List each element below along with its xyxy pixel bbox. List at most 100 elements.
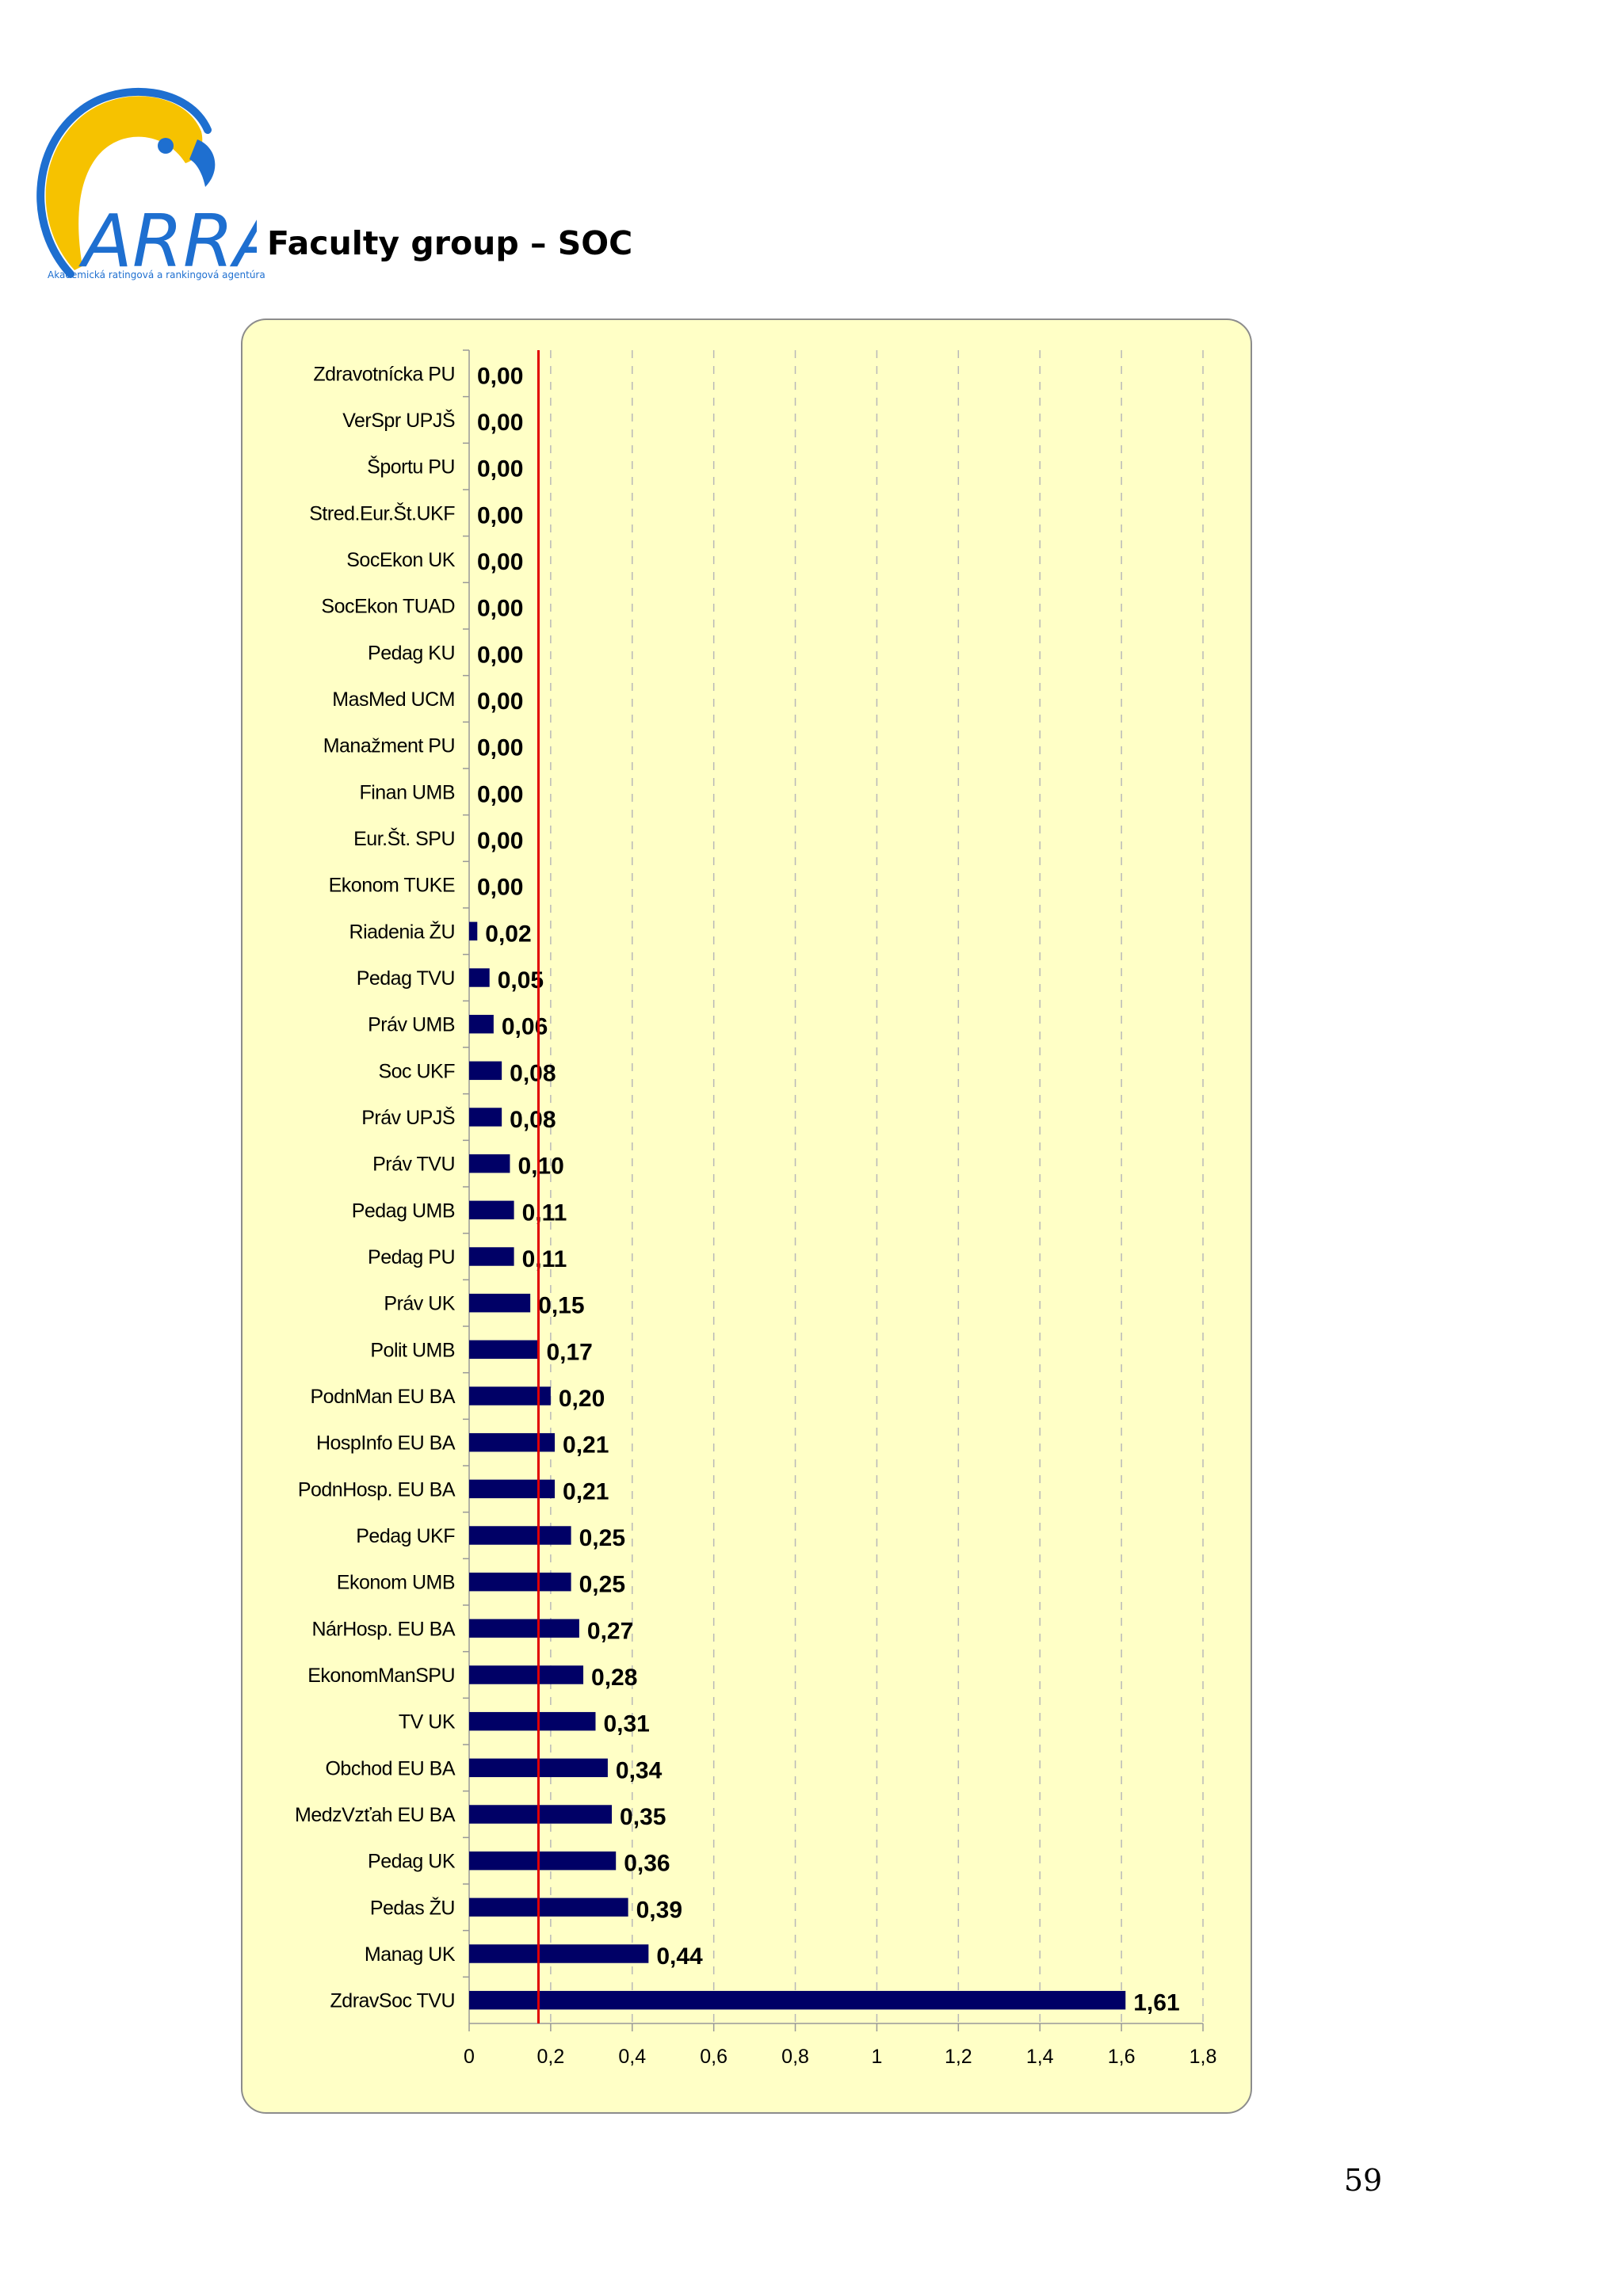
- category-label: Práv UPJŠ: [361, 1106, 455, 1129]
- logo-bird-beak: [189, 139, 216, 187]
- value-label: 0,20: [559, 1386, 605, 1412]
- bar: [469, 1108, 502, 1127]
- category-label: Pedag PU: [368, 1246, 455, 1268]
- bar: [469, 1665, 584, 1684]
- category-label: Polit UMB: [370, 1339, 455, 1361]
- value-label: 0,05: [498, 967, 544, 994]
- category-labels: Zdravotnícka PU VerSpr UPJŠ Športu PU Stred…: [295, 363, 456, 2012]
- value-label: 1,61: [1133, 1990, 1179, 2016]
- value-label: 0,08: [510, 1060, 556, 1086]
- category-label: Zdravotnícka PU: [313, 363, 455, 385]
- value-label: 0,34: [616, 1757, 663, 1783]
- value-label: 0,00: [477, 828, 523, 854]
- category-label: VerSpr UPJŠ: [342, 409, 455, 432]
- category-label: SocEkon TUAD: [321, 596, 455, 618]
- bar: [469, 968, 490, 987]
- value-label: 0,11: [522, 1199, 567, 1226]
- value-label: 0,17: [546, 1339, 592, 1365]
- category-label: Ekonom TUKE: [329, 875, 455, 897]
- x-tick-label: 0,2: [537, 2046, 565, 2068]
- value-label: 0,02: [485, 921, 531, 947]
- page-number: 59: [1343, 2163, 1383, 2198]
- value-label: 0,31: [603, 1711, 649, 1737]
- bar: [469, 921, 478, 941]
- category-label: NárHosp. EU BA: [311, 1618, 455, 1640]
- bar: [469, 1572, 571, 1592]
- x-tick-label: 1,8: [1190, 2046, 1217, 2068]
- category-label: EkonomManSPU: [307, 1665, 455, 1687]
- value-label: 0,00: [477, 456, 523, 482]
- x-tick-label: 0: [464, 2046, 475, 2068]
- category-label: Športu PU: [367, 456, 455, 479]
- category-label: MedzVzťah EU BA: [295, 1804, 456, 1826]
- category-label: Pedag UMB: [352, 1199, 455, 1222]
- value-label: 0,10: [517, 1154, 563, 1180]
- category-label: Práv UK: [384, 1293, 455, 1315]
- bars: [469, 921, 1126, 2010]
- value-labels: 0,00 0,00 0,00 0,00 0,00 0,00 0,00 0,00 0,00 0,00…: [477, 363, 1180, 2016]
- bar: [469, 1386, 551, 1405]
- value-label: 0,27: [587, 1618, 633, 1644]
- x-tick-labels: 0 0,2 0,4 0,6 0,8 1 1,2 1,4 1,6 1,8: [464, 2046, 1216, 2068]
- category-label: Eur.Št. SPU: [353, 827, 455, 850]
- bar: [469, 1711, 596, 1731]
- category-label: SocEkon UK: [346, 549, 456, 571]
- bar: [469, 1340, 539, 1360]
- category-label: Stred.Eur.Št.UKF: [309, 502, 455, 524]
- value-label: 0,06: [502, 1014, 548, 1040]
- value-label: 0,21: [563, 1478, 609, 1505]
- value-label: 0,00: [477, 549, 523, 575]
- category-label: ZdravSoc TVU: [330, 1990, 455, 2012]
- logo-tagline: Akademická ratingová a rankingová agentú…: [48, 269, 265, 280]
- category-label: Finan UMB: [359, 781, 455, 803]
- category-label: Práv TVU: [372, 1154, 455, 1176]
- bar: [469, 1479, 556, 1499]
- value-label: 0,00: [477, 875, 523, 901]
- value-label: 0,00: [477, 502, 523, 528]
- category-label: Obchod EU BA: [325, 1757, 455, 1779]
- category-label: Manažment PU: [323, 735, 455, 757]
- value-label: 0,21: [563, 1432, 609, 1459]
- bar-chart: Zdravotnícka PU VerSpr UPJŠ Športu PU Stred…: [295, 349, 1216, 2068]
- value-label: 0,39: [636, 1897, 682, 1923]
- x-tick-label: 1: [871, 2046, 882, 2068]
- x-tick-label: 0,8: [781, 2046, 809, 2068]
- bar: [469, 1014, 494, 1034]
- value-label: 0,28: [591, 1665, 637, 1691]
- category-label: Práv UMB: [368, 1014, 455, 1036]
- bar: [469, 1619, 579, 1638]
- value-label: 0,00: [477, 596, 523, 622]
- category-label: Pedag UKF: [356, 1525, 455, 1547]
- category-label: Manag UK: [365, 1943, 456, 1966]
- bar: [469, 1061, 502, 1081]
- value-label: 0,08: [510, 1107, 556, 1133]
- x-tick-label: 0,4: [618, 2046, 646, 2068]
- value-label: 0,00: [477, 363, 523, 389]
- value-label: 0,11: [522, 1246, 567, 1272]
- x-tick-label: 1,6: [1108, 2046, 1136, 2068]
- category-label: Pedag KU: [368, 642, 455, 664]
- logo-bird-eye: [158, 138, 174, 154]
- x-tick-label: 1,2: [945, 2046, 972, 2068]
- value-label: 0,00: [477, 735, 523, 761]
- axes: [463, 349, 1204, 2031]
- category-label: Pedag TVU: [357, 967, 455, 990]
- bar: [469, 1432, 556, 1452]
- category-label: Pedas ŽU: [370, 1896, 455, 1919]
- chart-panel: Zdravotnícka PU VerSpr UPJŠ Športu PU Stred…: [241, 318, 1252, 2114]
- bar: [469, 1944, 649, 1963]
- category-label: Soc UKF: [378, 1060, 455, 1082]
- bar: [469, 1154, 510, 1173]
- bar: [469, 1200, 514, 1220]
- bar: [469, 1293, 531, 1313]
- category-label: MasMed UCM: [332, 688, 455, 711]
- value-label: 0,36: [624, 1851, 670, 1877]
- logo-bird-outline: [36, 87, 212, 278]
- x-tick-label: 0,6: [700, 2046, 727, 2068]
- bar: [469, 1897, 628, 1917]
- bar: [469, 1990, 1126, 2010]
- value-label: 0,35: [620, 1804, 666, 1830]
- category-label: TV UK: [399, 1711, 456, 1733]
- category-label: Riadenia ŽU: [349, 920, 455, 943]
